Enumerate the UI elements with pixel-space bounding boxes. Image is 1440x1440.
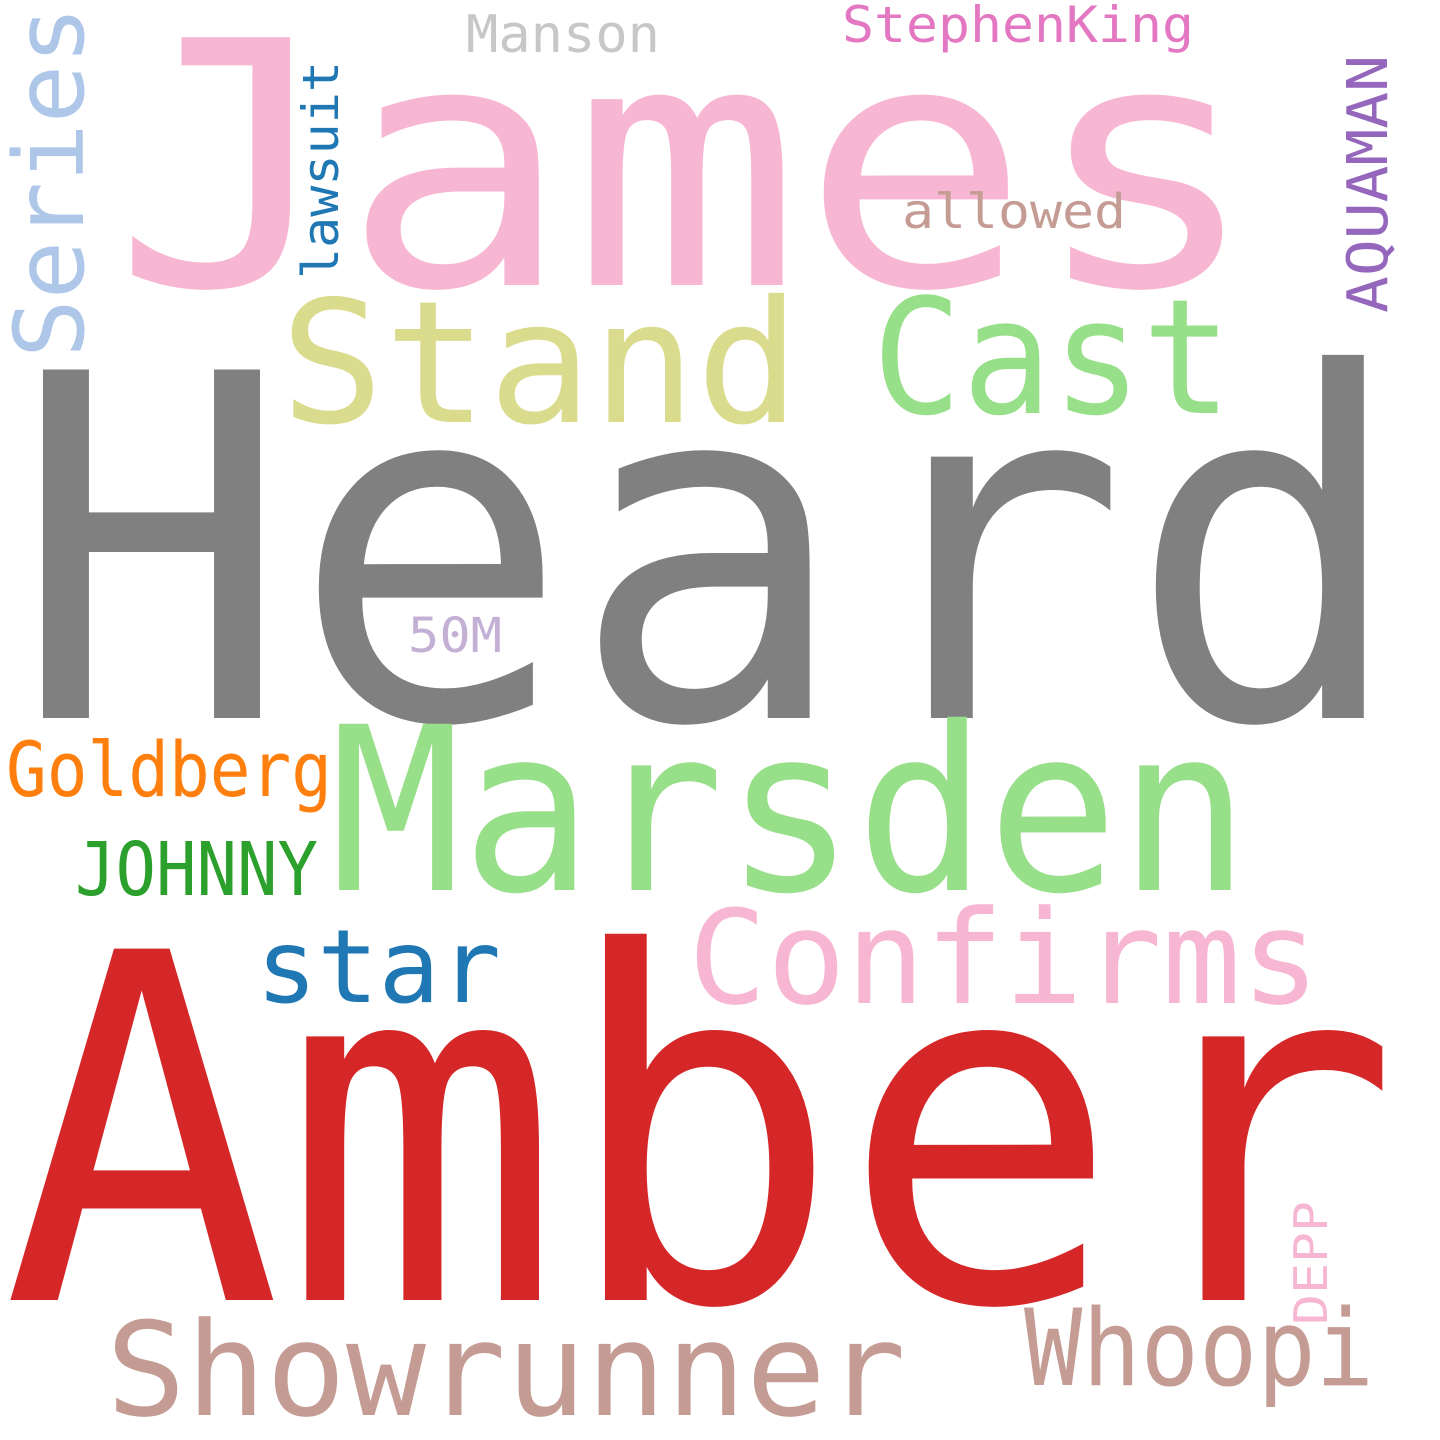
word-johnny: JOHNNY [75,827,318,913]
word-stephenking: StephenKing [842,0,1194,54]
word-whoopi: Whoopi [1024,1287,1374,1410]
word-depp: DEPP [1284,1201,1338,1325]
word-lawsuit: lawsuit [292,61,350,279]
word-showrunner: Showrunner [106,1294,906,1440]
word-series: Series [0,6,106,358]
word-manson: Manson [466,5,660,65]
word-50m: 50M [408,608,502,664]
word-heard: Heard [12,274,1407,831]
word-marsden: Marsden [330,678,1250,944]
word-cast: Cast [872,264,1232,451]
word-confirms: Confirms [688,882,1320,1034]
word-james: James [112,0,1260,366]
word-goldberg: Goldberg [6,725,332,814]
word-aquaman: AQUAMAN [1336,55,1401,313]
word-amber: Amber [2,853,1400,1414]
word-allowed: allowed [902,184,1126,240]
word-stand: Stand [280,265,800,463]
word-star: star [256,908,501,1027]
